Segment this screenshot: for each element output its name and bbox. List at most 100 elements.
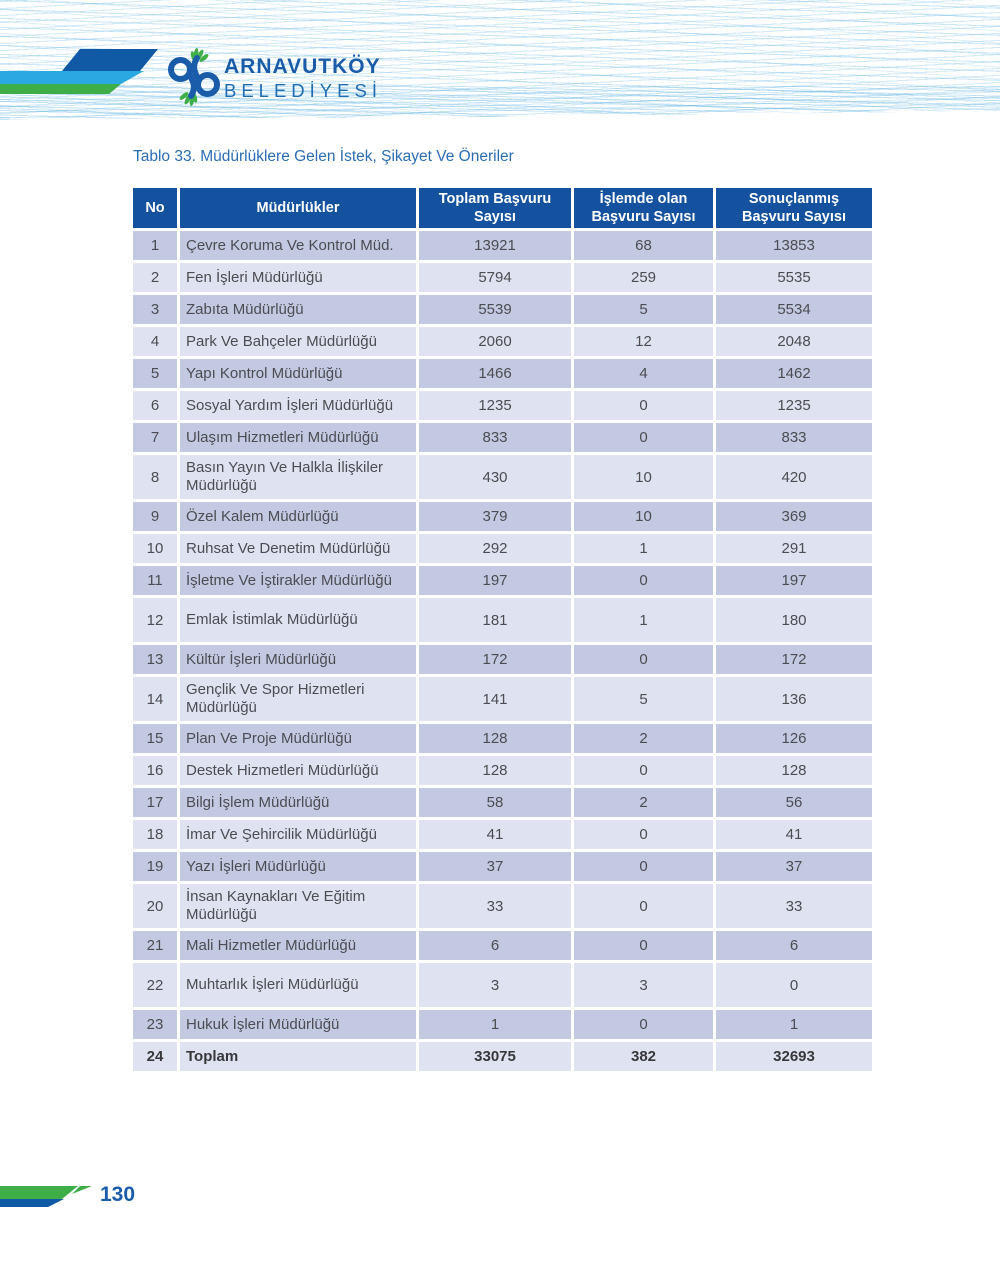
resolved-applications-cell: 126 [716, 724, 872, 754]
total-applications-cell: 1235 [419, 391, 571, 421]
table-row: 7 Ulaşım Hizmetleri Müdürlüğü 833 0 833 [133, 423, 872, 453]
in-progress-applications-cell: 1 [574, 534, 713, 564]
in-progress-applications-cell: 4 [574, 359, 713, 389]
total-applications-cell: 3 [419, 963, 571, 1008]
footer-stripe-blue [0, 1199, 64, 1207]
table-row: 18 İmar Ve Şehircilik Müdürlüğü 41 0 41 [133, 820, 872, 850]
in-progress-applications-cell: 0 [574, 820, 713, 850]
table-row: 4 Park Ve Bahçeler Müdürlüğü 2060 12 2048 [133, 327, 872, 357]
resolved-applications-cell: 369 [716, 502, 872, 532]
row-no-cell: 21 [133, 931, 177, 961]
table-header: No Müdürlükler Toplam Başvuru Sayısı İşl… [133, 188, 872, 229]
total-applications-cell: 430 [419, 455, 571, 500]
row-no-cell: 23 [133, 1010, 177, 1040]
resolved-applications-cell: 5535 [716, 263, 872, 293]
in-progress-applications-cell: 259 [574, 263, 713, 293]
resolved-applications-cell: 41 [716, 820, 872, 850]
directorate-name-cell: Park Ve Bahçeler Müdürlüğü [180, 327, 416, 357]
directorate-name-cell: Özel Kalem Müdürlüğü [180, 502, 416, 532]
table-row: 6 Sosyal Yardım İşleri Müdürlüğü 1235 0 1235 [133, 391, 872, 421]
in-progress-applications-cell: 5 [574, 295, 713, 325]
in-progress-applications-cell: 0 [574, 1010, 713, 1040]
table-row: 9 Özel Kalem Müdürlüğü 379 10 369 [133, 502, 872, 532]
in-progress-applications-cell: 0 [574, 852, 713, 882]
total-applications-cell: 37 [419, 852, 571, 882]
in-progress-applications-cell: 0 [574, 391, 713, 421]
municipality-logo-icon [168, 48, 220, 106]
total-applications-cell: 379 [419, 502, 571, 532]
total-applications-cell: 41 [419, 820, 571, 850]
resolved-applications-cell: 0 [716, 963, 872, 1008]
header-stripe-green [0, 84, 121, 94]
row-no-cell: 4 [133, 327, 177, 357]
table-row: 2 Fen İşleri Müdürlüğü 5794 259 5535 [133, 263, 872, 293]
org-subname: BELEDİYESİ [224, 80, 382, 101]
directorate-name-cell: Bilgi İşlem Müdürlüğü [180, 788, 416, 818]
table-header-row: No Müdürlükler Toplam Başvuru Sayısı İşl… [133, 188, 872, 229]
resolved-applications-cell: 1462 [716, 359, 872, 389]
table-row: 10 Ruhsat Ve Denetim Müdürlüğü 292 1 291 [133, 534, 872, 564]
column-header-resolved: Sonuçlanmış Başvuru Sayısı [716, 188, 872, 229]
total-applications-cell: 141 [419, 677, 571, 722]
total-applications-cell: 5539 [419, 295, 571, 325]
directorate-name-cell: İnsan Kaynakları Ve Eğitim Müdürlüğü [180, 884, 416, 929]
resolved-applications-cell: 833 [716, 423, 872, 453]
total-applications-cell: 128 [419, 756, 571, 786]
directorate-name-cell: Muhtarlık İşleri Müdürlüğü [180, 963, 416, 1008]
row-no-cell: 22 [133, 963, 177, 1008]
in-progress-applications-cell: 10 [574, 502, 713, 532]
footer-stripe-green [0, 1186, 78, 1199]
resolved-applications-cell: 33 [716, 884, 872, 929]
resolved-applications-cell: 1 [716, 1010, 872, 1040]
table-row: 12 Emlak İstimlak Müdürlüğü 181 1 180 [133, 598, 872, 643]
in-progress-applications-cell: 0 [574, 931, 713, 961]
in-progress-applications-cell: 382 [574, 1042, 713, 1072]
row-no-cell: 2 [133, 263, 177, 293]
table-row: 16 Destek Hizmetleri Müdürlüğü 128 0 128 [133, 756, 872, 786]
total-applications-cell: 292 [419, 534, 571, 564]
table-row: 8 Basın Yayın Ve Halkla İlişkiler Müdürlü… [133, 455, 872, 500]
resolved-applications-cell: 291 [716, 534, 872, 564]
resolved-applications-cell: 56 [716, 788, 872, 818]
in-progress-applications-cell: 0 [574, 756, 713, 786]
directorate-name-cell: Ruhsat Ve Denetim Müdürlüğü [180, 534, 416, 564]
directorate-name-cell: Ulaşım Hizmetleri Müdürlüğü [180, 423, 416, 453]
table-total-row: 24 Toplam 33075 382 32693 [133, 1042, 872, 1072]
row-no-cell: 5 [133, 359, 177, 389]
in-progress-applications-cell: 12 [574, 327, 713, 357]
directorate-name-cell: Fen İşleri Müdürlüğü [180, 263, 416, 293]
table-row: 23 Hukuk İşleri Müdürlüğü 1 0 1 [133, 1010, 872, 1040]
in-progress-applications-cell: 0 [574, 566, 713, 596]
row-no-cell: 1 [133, 231, 177, 261]
total-applications-cell: 2060 [419, 327, 571, 357]
directorate-name-cell: Yapı Kontrol Müdürlüğü [180, 359, 416, 389]
resolved-applications-cell: 32693 [716, 1042, 872, 1072]
table-row: 20 İnsan Kaynakları Ve Eğitim Müdürlüğü 33… [133, 884, 872, 929]
resolved-applications-cell: 180 [716, 598, 872, 643]
table-title: Tablo 33. Müdürlüklere Gelen İstek, Şika… [133, 148, 514, 165]
directorate-name-cell: Plan Ve Proje Müdürlüğü [180, 724, 416, 754]
total-applications-cell: 6 [419, 931, 571, 961]
column-header-directorate: Müdürlükler [180, 188, 416, 229]
resolved-applications-cell: 420 [716, 455, 872, 500]
row-no-cell: 17 [133, 788, 177, 818]
row-no-cell: 8 [133, 455, 177, 500]
row-no-cell: 9 [133, 502, 177, 532]
table-row: 11 İşletme Ve İştirakler Müdürlüğü 197 0 197 [133, 566, 872, 596]
directorate-name-cell: İmar Ve Şehircilik Müdürlüğü [180, 820, 416, 850]
row-no-cell: 3 [133, 295, 177, 325]
in-progress-applications-cell: 2 [574, 788, 713, 818]
table-row: 14 Gençlik Ve Spor Hizmetleri Müdürlüğü 14… [133, 677, 872, 722]
row-no-cell: 20 [133, 884, 177, 929]
resolved-applications-cell: 37 [716, 852, 872, 882]
resolved-applications-cell: 136 [716, 677, 872, 722]
total-applications-cell: 1 [419, 1010, 571, 1040]
in-progress-applications-cell: 0 [574, 884, 713, 929]
in-progress-applications-cell: 1 [574, 598, 713, 643]
total-applications-cell: 33 [419, 884, 571, 929]
row-no-cell: 19 [133, 852, 177, 882]
total-applications-cell: 58 [419, 788, 571, 818]
row-no-cell: 16 [133, 756, 177, 786]
in-progress-applications-cell: 3 [574, 963, 713, 1008]
